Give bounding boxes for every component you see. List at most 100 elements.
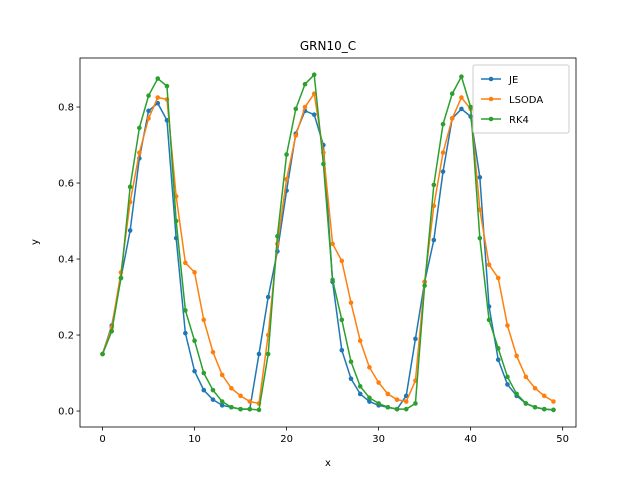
data-point [201,387,207,393]
data-point [146,93,151,98]
x-tick-label: 30 [372,434,385,445]
x-tick-label: 0 [99,434,105,445]
data-point [440,150,446,155]
x-tick-label: 50 [556,434,569,445]
data-point [210,349,216,355]
data-point [302,104,308,110]
data-point [201,370,207,376]
data-point [495,346,501,351]
data-point [311,112,317,117]
data-point [192,338,197,344]
data-point [514,353,519,359]
data-point [348,359,354,364]
data-point [357,391,363,397]
data-point [229,385,234,391]
data-point [385,404,391,410]
data-point [532,404,538,410]
plot-frame [79,57,577,428]
data-point [137,150,142,155]
data-point [505,323,510,328]
data-point [440,169,446,174]
data-point [477,175,483,180]
data-point [284,176,289,182]
data-point [265,351,271,357]
data-point [155,76,161,81]
data-point [219,372,225,378]
legend-marker [488,116,494,122]
data-point [551,399,556,404]
data-point [449,116,455,121]
data-point [100,351,105,357]
data-point [311,72,317,78]
data-point [367,399,372,404]
data-point [449,91,455,97]
data-point [477,235,483,241]
data-point [495,357,501,363]
data-point [183,308,188,313]
data-point [127,184,133,190]
data-point [385,391,391,397]
data-point [431,182,437,188]
data-point [137,125,142,131]
data-point [339,347,345,353]
data-point [330,277,335,283]
legend-label: RK4 [509,115,529,126]
data-point [293,106,299,112]
data-point [357,338,363,344]
legend-box [472,64,570,134]
data-point [339,258,345,264]
data-point [367,365,372,370]
data-point [284,152,289,157]
data-point [275,233,280,239]
data-point [164,83,170,89]
data-point [505,382,510,387]
data-point [348,300,354,306]
y-tick-label: 0.4 [58,255,74,266]
data-point [118,275,124,281]
data-point [394,406,400,412]
series-line [101,91,554,405]
data-point [339,317,345,323]
data-point [146,116,151,121]
data-point [219,403,225,408]
data-point [541,393,547,399]
data-point [532,385,538,391]
data-point [495,275,501,281]
data-point [229,404,234,410]
data-point [440,121,446,127]
data-point [256,407,262,413]
data-point [247,406,253,412]
data-point [238,393,243,399]
data-point [459,95,464,100]
data-point [155,95,161,100]
data-point [357,384,363,389]
data-point [183,330,188,336]
data-point [192,270,197,275]
data-point [173,218,179,224]
data-point [413,401,418,406]
data-point [367,395,372,401]
x-tick-label: 40 [464,434,477,445]
x-tick-label: 20 [280,434,293,445]
data-point [265,294,271,300]
data-point [459,74,464,79]
data-point [302,81,308,87]
data-point [394,397,400,402]
data-point [321,161,326,167]
legend-label: JE [508,75,518,86]
data-point [127,228,133,233]
data-point [403,406,409,412]
data-point [468,104,473,110]
data-point [201,317,207,323]
x-axis-label: x [325,458,331,469]
data-point [330,241,335,247]
data-point [247,399,253,404]
y-tick-label: 0.8 [58,103,74,114]
data-point [256,351,262,357]
data-point [403,393,409,399]
data-point [486,317,492,323]
data-point [376,401,381,406]
legend-label: LSODA [509,95,543,106]
data-point [403,399,409,404]
